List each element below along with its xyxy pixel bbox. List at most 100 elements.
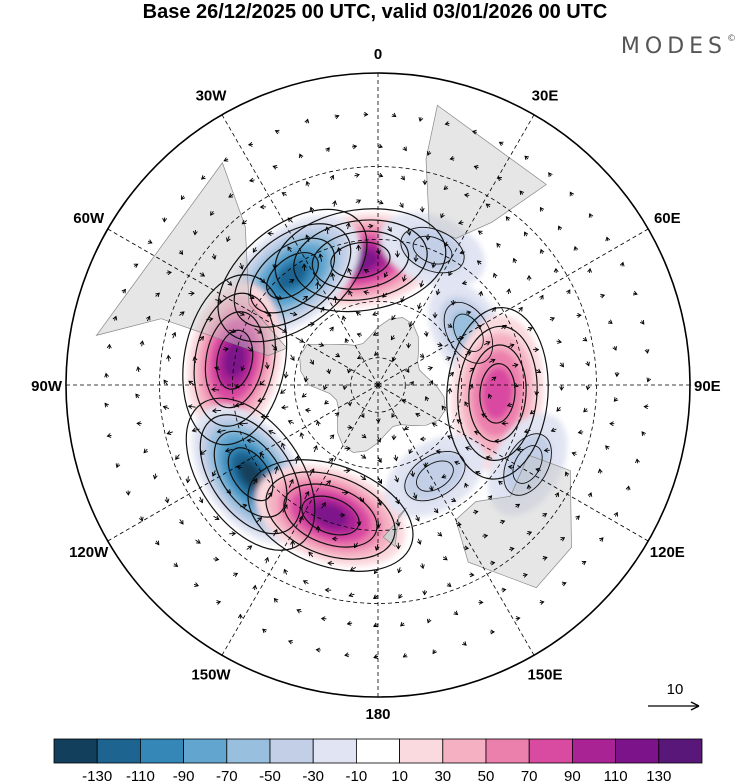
wind-arrow [639,319,645,325]
wind-arrow [419,280,425,288]
wind-arrow [447,435,454,440]
wind-arrow [341,315,347,322]
wind-arrow [315,525,321,533]
wind-arrow [395,496,400,505]
wind-arrow [559,362,565,368]
wind-arrow [461,280,467,286]
anomaly-contour [313,503,348,528]
wind-arrow [346,620,353,626]
wind-arrow [304,407,311,413]
meridian-line [221,384,379,656]
wind-arrow [294,455,300,464]
wind-arrow [419,563,425,570]
wind-arrow [585,384,591,391]
wind-arrow [508,343,515,349]
streamline [330,241,391,279]
wind-arrow [526,530,533,536]
wind-arrow [299,515,304,524]
wind-arrow [444,121,450,126]
wind-arrow [347,424,353,430]
wind-arrow [526,484,532,490]
wind-arrow [267,491,273,500]
streamlines [182,208,552,572]
colorbar-swatch [139,738,184,764]
wind-arrow [287,246,292,253]
wind-arrow [403,425,409,431]
wind-arrow [163,379,168,386]
wind-arrow [400,296,405,303]
meridian-line [377,228,649,386]
wind-arrow [356,332,363,338]
wind-arrow [164,497,170,504]
wind-arrow [255,517,263,523]
wind-arrow [343,468,351,474]
streamline-group-1 [217,208,368,343]
wind-arrow [587,492,593,498]
wind-arrow [515,616,521,621]
wind-arrow [482,533,489,539]
streamline [400,226,465,274]
wind-arrow [376,520,381,529]
wind-arrow [166,354,172,362]
wind-arrow [377,172,384,178]
longitude-label: 90W [31,378,63,395]
wind-arrow [228,328,237,334]
wind-arrow [605,236,611,242]
wind-arrow [211,253,217,260]
anomaly-contour [404,451,465,501]
wind-arrow [224,447,233,453]
wind-arrow [426,151,432,156]
wind-arrow [501,420,509,426]
wind-arrow [192,229,198,236]
wind-arrow [353,542,359,549]
wind-arrow [139,340,145,347]
wind-arrow [334,412,340,417]
wind-arrow [301,263,307,271]
wind-arrow [166,270,172,276]
wind-arrow [393,454,399,462]
streamline [247,459,414,572]
streamline [479,363,516,424]
wind-arrow [262,628,267,634]
wind-arrow [505,216,511,221]
wind-arrow [213,556,220,562]
wind-arrow [507,464,514,470]
wind-arrow [246,545,253,550]
colorbar-swatch [269,738,314,764]
wind-arrow [516,447,524,453]
wind-arrow [240,365,246,372]
wind-arrow [252,584,258,591]
wind-arrow [198,496,204,504]
wind-arrow [309,359,314,365]
wind-arrow [319,306,325,313]
wind-arrow [330,272,336,281]
colorbar-swatch [615,738,660,764]
wind-arrow [509,546,515,552]
streamline [193,292,276,427]
wind-arrow [334,114,340,120]
wind-arrow [329,326,334,332]
wind-arrow [355,199,362,204]
wind-arrow [347,401,353,407]
wind-arrow [228,193,234,198]
wind-arrow [440,213,445,219]
streamline [503,433,552,496]
wind-arrow [115,463,121,469]
wind-arrow [576,312,582,318]
colorbar-tick-label: -50 [259,768,281,783]
wind-arrow [427,366,434,371]
wind-arrow [281,192,287,197]
wind-arrow [324,399,329,405]
wind-arrow [206,316,214,322]
wind-arrow [283,568,288,575]
streamline [293,219,428,301]
wind-arrow [483,341,491,346]
wind-arrow [329,174,335,181]
wind-arrow [487,495,493,500]
wind-arrow [469,572,475,578]
wind-arrow [401,274,407,282]
wind-arrow [526,274,532,281]
wind-arrow [410,470,416,478]
wind-arrow [234,402,244,408]
wind-arrow [315,281,321,290]
